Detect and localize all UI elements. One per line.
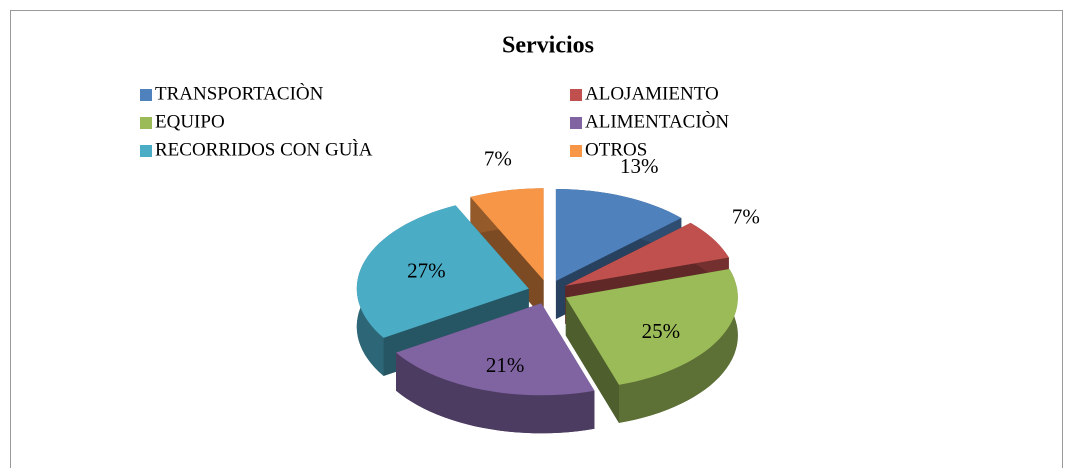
data-label: 21% <box>486 353 525 377</box>
legend-label: OTROS <box>585 139 647 160</box>
data-label: 27% <box>407 259 446 283</box>
data-label: 13% <box>620 154 659 178</box>
slice-top <box>470 188 544 281</box>
slice <box>396 303 595 434</box>
slice-top <box>396 303 595 396</box>
slice-side <box>396 352 595 434</box>
legend-label: RECORRIDOS CON GUÌA <box>155 138 373 160</box>
slice-top <box>565 222 729 286</box>
legend-label: ALIMENTACIÒN <box>585 110 729 132</box>
data-label: 7% <box>732 205 760 229</box>
legend-label: ALOJAMIENTO <box>585 83 719 104</box>
chart-title: Servicios <box>502 33 594 59</box>
slice-top <box>565 269 738 385</box>
legend-label: TRANSPORTACIÒN <box>155 82 324 104</box>
legend-swatch <box>140 89 152 101</box>
legend-swatch <box>570 89 582 101</box>
legend-label: EQUIPO <box>155 111 225 132</box>
slice-top <box>555 189 682 281</box>
legend-swatch <box>140 117 152 129</box>
legend-swatch <box>140 145 152 157</box>
slice <box>565 269 738 423</box>
slice-top <box>356 205 529 338</box>
slice-wall <box>565 297 619 423</box>
legend-swatch <box>570 117 582 129</box>
data-label: 25% <box>642 319 681 343</box>
legend-swatch <box>570 145 582 157</box>
data-label: 7% <box>484 147 512 171</box>
slice-side <box>619 269 738 423</box>
